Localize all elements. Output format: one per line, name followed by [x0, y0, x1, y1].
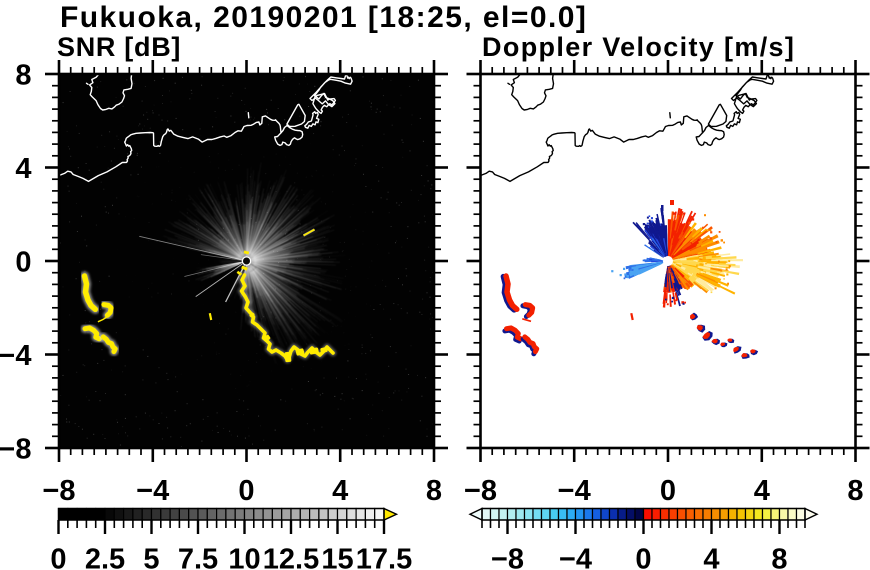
svg-text:7.5: 7.5	[178, 544, 218, 570]
svg-text:8: 8	[847, 475, 863, 507]
svg-text:8: 8	[15, 60, 31, 92]
svg-text:15: 15	[321, 544, 353, 570]
svg-text:17.5: 17.5	[356, 544, 412, 570]
svg-text:0: 0	[238, 475, 254, 507]
svg-text:0: 0	[15, 247, 31, 279]
svg-text:8: 8	[771, 544, 787, 570]
svg-text:0: 0	[50, 544, 66, 570]
svg-text:4: 4	[754, 475, 770, 507]
svg-text:−4: −4	[559, 544, 592, 570]
svg-text:Doppler Velocity [m/s]: Doppler Velocity [m/s]	[482, 32, 795, 62]
svg-text:10: 10	[228, 544, 260, 570]
svg-text:0: 0	[635, 544, 651, 570]
svg-text:−4: −4	[558, 475, 591, 507]
svg-text:4: 4	[15, 153, 31, 185]
svg-text:8: 8	[426, 475, 442, 507]
svg-text:−8: −8	[464, 475, 497, 507]
svg-text:4: 4	[703, 544, 719, 570]
svg-text:−8: −8	[0, 434, 32, 466]
svg-text:−4: −4	[136, 475, 169, 507]
svg-text:5: 5	[143, 544, 159, 570]
svg-text:−8: −8	[491, 544, 524, 570]
svg-text:−4: −4	[0, 340, 32, 372]
svg-text:Fukuoka, 20190201 [18:25, el=0: Fukuoka, 20190201 [18:25, el=0.0]	[60, 1, 587, 34]
svg-text:12.5: 12.5	[263, 544, 319, 570]
svg-text:0: 0	[660, 475, 676, 507]
svg-text:−8: −8	[42, 475, 75, 507]
svg-text:SNR [dB]: SNR [dB]	[57, 32, 181, 62]
svg-text:2.5: 2.5	[85, 544, 125, 570]
svg-text:4: 4	[332, 475, 348, 507]
